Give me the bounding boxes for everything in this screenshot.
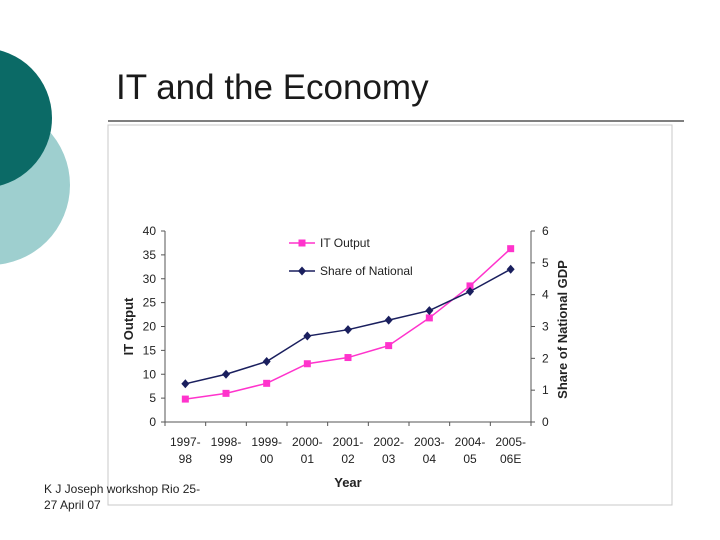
right-axis-title: Share of National GDP: [555, 260, 570, 399]
right-tick-label: 5: [542, 256, 549, 270]
x-tick-label-line1: 1998-: [211, 435, 242, 449]
x-tick-label-line2: 05: [463, 452, 477, 466]
right-tick-label: 4: [542, 288, 549, 302]
x-tick-label-line1: 2005-: [495, 435, 526, 449]
data-point-it-output: [385, 342, 393, 350]
right-tick-label: 0: [542, 415, 549, 429]
data-point-share-national: [344, 325, 352, 335]
x-tick-label-line2: 04: [423, 452, 437, 466]
legend-label: Share of National: [320, 264, 413, 278]
data-point-share-national: [466, 286, 474, 296]
left-tick-label: 30: [143, 272, 157, 286]
data-point-it-output: [425, 314, 433, 322]
left-tick-label: 0: [149, 415, 156, 429]
chart-frame: [107, 124, 673, 506]
right-tick-label: 6: [542, 224, 549, 238]
left-tick-label: 35: [143, 248, 157, 262]
x-tick-label-line1: 2004-: [455, 435, 486, 449]
x-tick-label-line2: 06E: [500, 452, 521, 466]
x-tick-label-line1: 2001-: [333, 435, 364, 449]
left-tick-label: 5: [149, 391, 156, 405]
data-point-share-national: [181, 379, 190, 389]
data-point-share-national: [425, 306, 434, 316]
left-tick-label: 25: [143, 296, 157, 310]
data-point-share-national: [222, 369, 230, 379]
right-tick-label: 1: [542, 383, 549, 397]
legend-marker-square: [298, 239, 306, 247]
left-tick-label: 20: [143, 320, 157, 334]
x-tick-label-line2: 00: [260, 452, 274, 466]
x-tick-label-line2: 99: [219, 452, 233, 466]
x-tick-label-line2: 02: [341, 452, 355, 466]
legend-marker-diamond: [298, 266, 306, 276]
data-point-share-national: [303, 331, 312, 341]
data-point-it-output: [344, 354, 352, 362]
x-tick-label-line1: 1999-: [251, 435, 282, 449]
slide-title: IT and the Economy: [116, 68, 429, 107]
data-point-share-national: [262, 357, 271, 367]
line-chart: 051015202530354001234561997-981998-99199…: [121, 224, 570, 490]
x-tick-label-line1: 1997-: [170, 435, 201, 449]
data-point-it-output: [303, 360, 311, 368]
data-point-share-national: [384, 315, 393, 325]
data-point-it-output: [263, 379, 271, 387]
x-axis-title: Year: [334, 475, 361, 490]
data-point-it-output: [181, 395, 189, 403]
dark-teal-circle: [0, 50, 52, 186]
x-tick-label-line1: 2002-: [373, 435, 404, 449]
data-point-it-output: [222, 389, 230, 397]
data-point-it-output: [507, 245, 515, 253]
title-divider: [108, 120, 684, 122]
data-point-it-output: [466, 282, 474, 290]
x-tick-label-line2: 01: [301, 452, 315, 466]
left-tick-label: 15: [143, 343, 157, 357]
right-tick-label: 2: [542, 351, 549, 365]
data-point-share-national: [506, 264, 515, 274]
left-axis-title: IT Output: [121, 297, 136, 355]
right-tick-label: 3: [542, 320, 549, 334]
left-tick-label: 40: [143, 224, 157, 238]
x-tick-label-line2: 03: [382, 452, 396, 466]
x-tick-label-line1: 2003-: [414, 435, 445, 449]
x-tick-label-line2: 98: [179, 452, 193, 466]
left-tick-label: 10: [143, 367, 157, 381]
footer-text: K J Joseph workshop Rio 25-27 April 07: [44, 482, 201, 512]
x-tick-label-line1: 2000-: [292, 435, 323, 449]
legend-label: IT Output: [320, 236, 370, 250]
